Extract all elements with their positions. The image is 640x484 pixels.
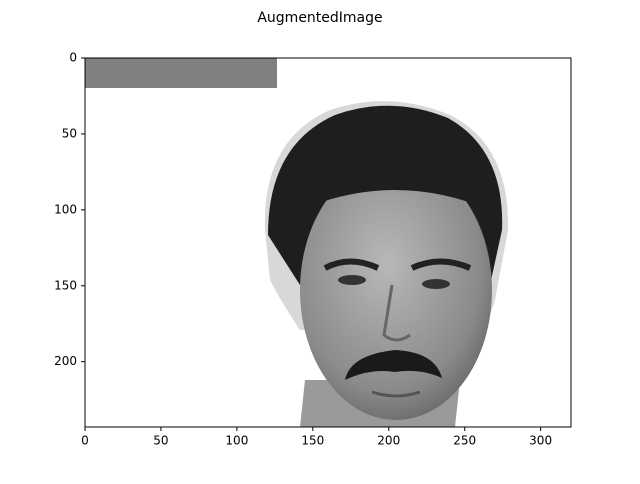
right-eye: [422, 279, 450, 289]
erased-patch: [85, 58, 277, 88]
chart-title: AugmentedImage: [257, 10, 382, 26]
nose: [382, 284, 411, 342]
x-tick-label: 200: [377, 434, 400, 448]
y-tick-label: 0: [69, 51, 77, 65]
y-tick-label: 50: [62, 126, 77, 140]
left-eye: [338, 275, 366, 285]
y-tick-label: 150: [54, 278, 77, 292]
mustache: [345, 350, 442, 380]
left-brow: [323, 258, 380, 271]
axes-frame: [84, 57, 572, 428]
y-tick-label: 100: [54, 202, 77, 216]
x-tick-label: 150: [301, 434, 324, 448]
mouth: [371, 390, 421, 398]
x-tick-label: 250: [453, 434, 476, 448]
right-brow: [410, 258, 472, 271]
x-tick-label: 0: [81, 434, 89, 448]
x-tick-label: 50: [153, 434, 168, 448]
image: [85, 58, 571, 427]
y-tick-label: 200: [54, 354, 77, 368]
x-tick-label: 300: [529, 434, 552, 448]
x-tick-label: 100: [225, 434, 248, 448]
hair-top: [300, 157, 490, 210]
face: [300, 160, 492, 420]
